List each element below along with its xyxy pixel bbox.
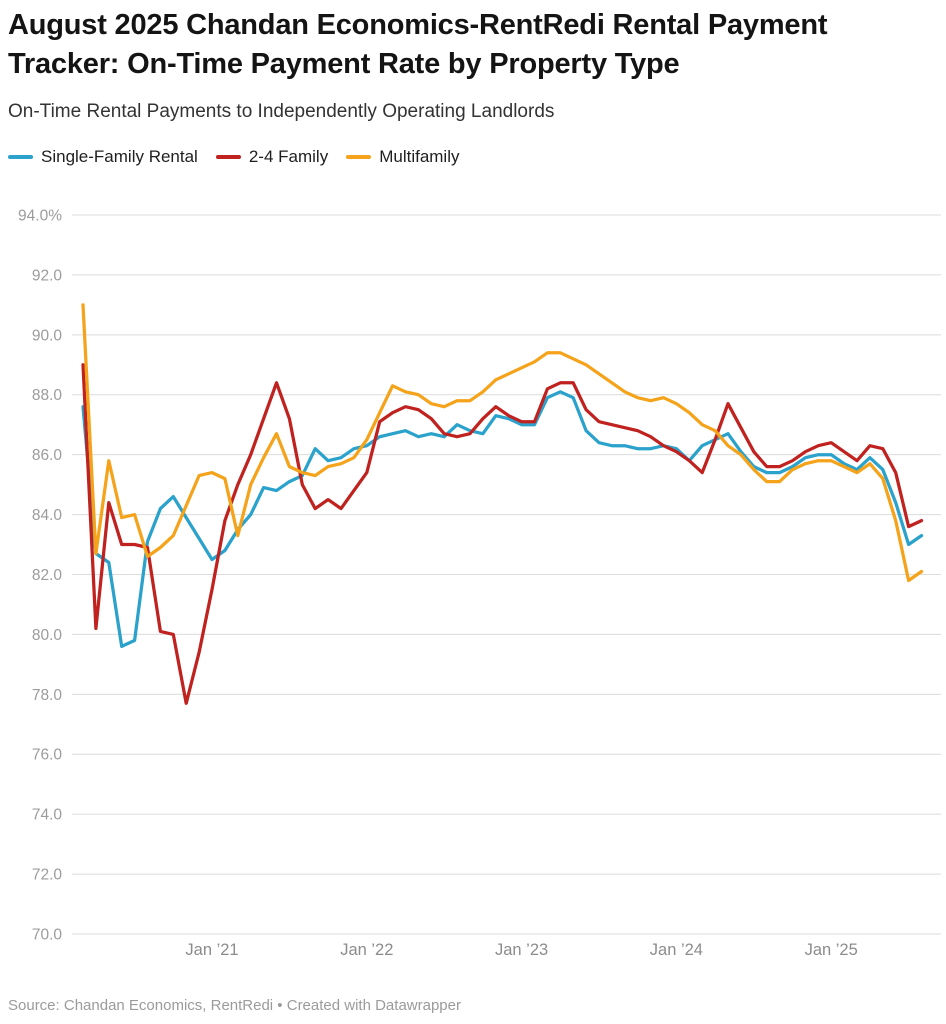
x-tick-label-Jan-23: Jan ’23 xyxy=(495,941,548,959)
source-attribution: Source: Chandan Economics, RentRedi • Cr… xyxy=(8,997,461,1014)
y-tick-label-92: 92.0 xyxy=(32,267,63,284)
y-tick-label-76: 76.0 xyxy=(32,747,63,764)
y-tick-label-78: 78.0 xyxy=(32,687,63,704)
legend-label-2-4-family: 2-4 Family xyxy=(248,147,329,166)
chart-legend: Single-Family Rental 2-4 Family Multifamil… xyxy=(8,147,460,167)
x-tick-label-Jan-22: Jan ’22 xyxy=(340,941,393,959)
legend-label-multifamily: Multifamily xyxy=(379,147,460,166)
x-tick-label-Jan-24: Jan ’24 xyxy=(650,941,703,959)
legend-swatch-multifamily xyxy=(346,154,372,160)
y-tick-label-72: 72.0 xyxy=(32,867,63,884)
y-tick-label-90: 90.0 xyxy=(32,327,63,344)
legend-item-single-family-rental: Single-Family Rental xyxy=(8,147,198,167)
legend-label-single-family-rental: Single-Family Rental xyxy=(41,147,198,166)
y-tick-label-86: 86.0 xyxy=(32,447,63,464)
x-tick-label-Jan-21: Jan ’21 xyxy=(185,941,238,959)
series-line-2-4-family xyxy=(81,363,924,705)
legend-swatch-single-family-rental xyxy=(8,154,33,160)
chart-subtitle: On-Time Rental Payments to Independently… xyxy=(8,101,555,122)
series-line-multifamily xyxy=(81,303,924,583)
legend-item-2-4-family: 2-4 Family xyxy=(215,147,329,167)
chart-canvas: 94.0% 92.0 90.0 88.0 86.0 84.0 82.0 80.0 78.0 76.… xyxy=(18,208,941,959)
x-tick-label-Jan-25: Jan ’25 xyxy=(805,941,858,959)
y-tick-label-88: 88.0 xyxy=(32,387,63,404)
y-tick-label-80: 80.0 xyxy=(32,627,63,644)
y-tick-label-82: 82.0 xyxy=(32,567,63,584)
page-title: August 2025 Chandan Economics-RentRedi R… xyxy=(8,9,828,81)
y-tick-label-84: 84.0 xyxy=(32,507,63,524)
legend-swatch-2-4-family xyxy=(215,154,241,160)
y-tick-label-74: 74.0 xyxy=(32,807,63,824)
y-tick-label-70: 70.0 xyxy=(32,926,63,943)
y-tick-label-94: 94.0% xyxy=(18,208,62,225)
legend-item-multifamily: Multifamily xyxy=(346,147,460,167)
series-line-single-family-rental xyxy=(81,390,924,649)
